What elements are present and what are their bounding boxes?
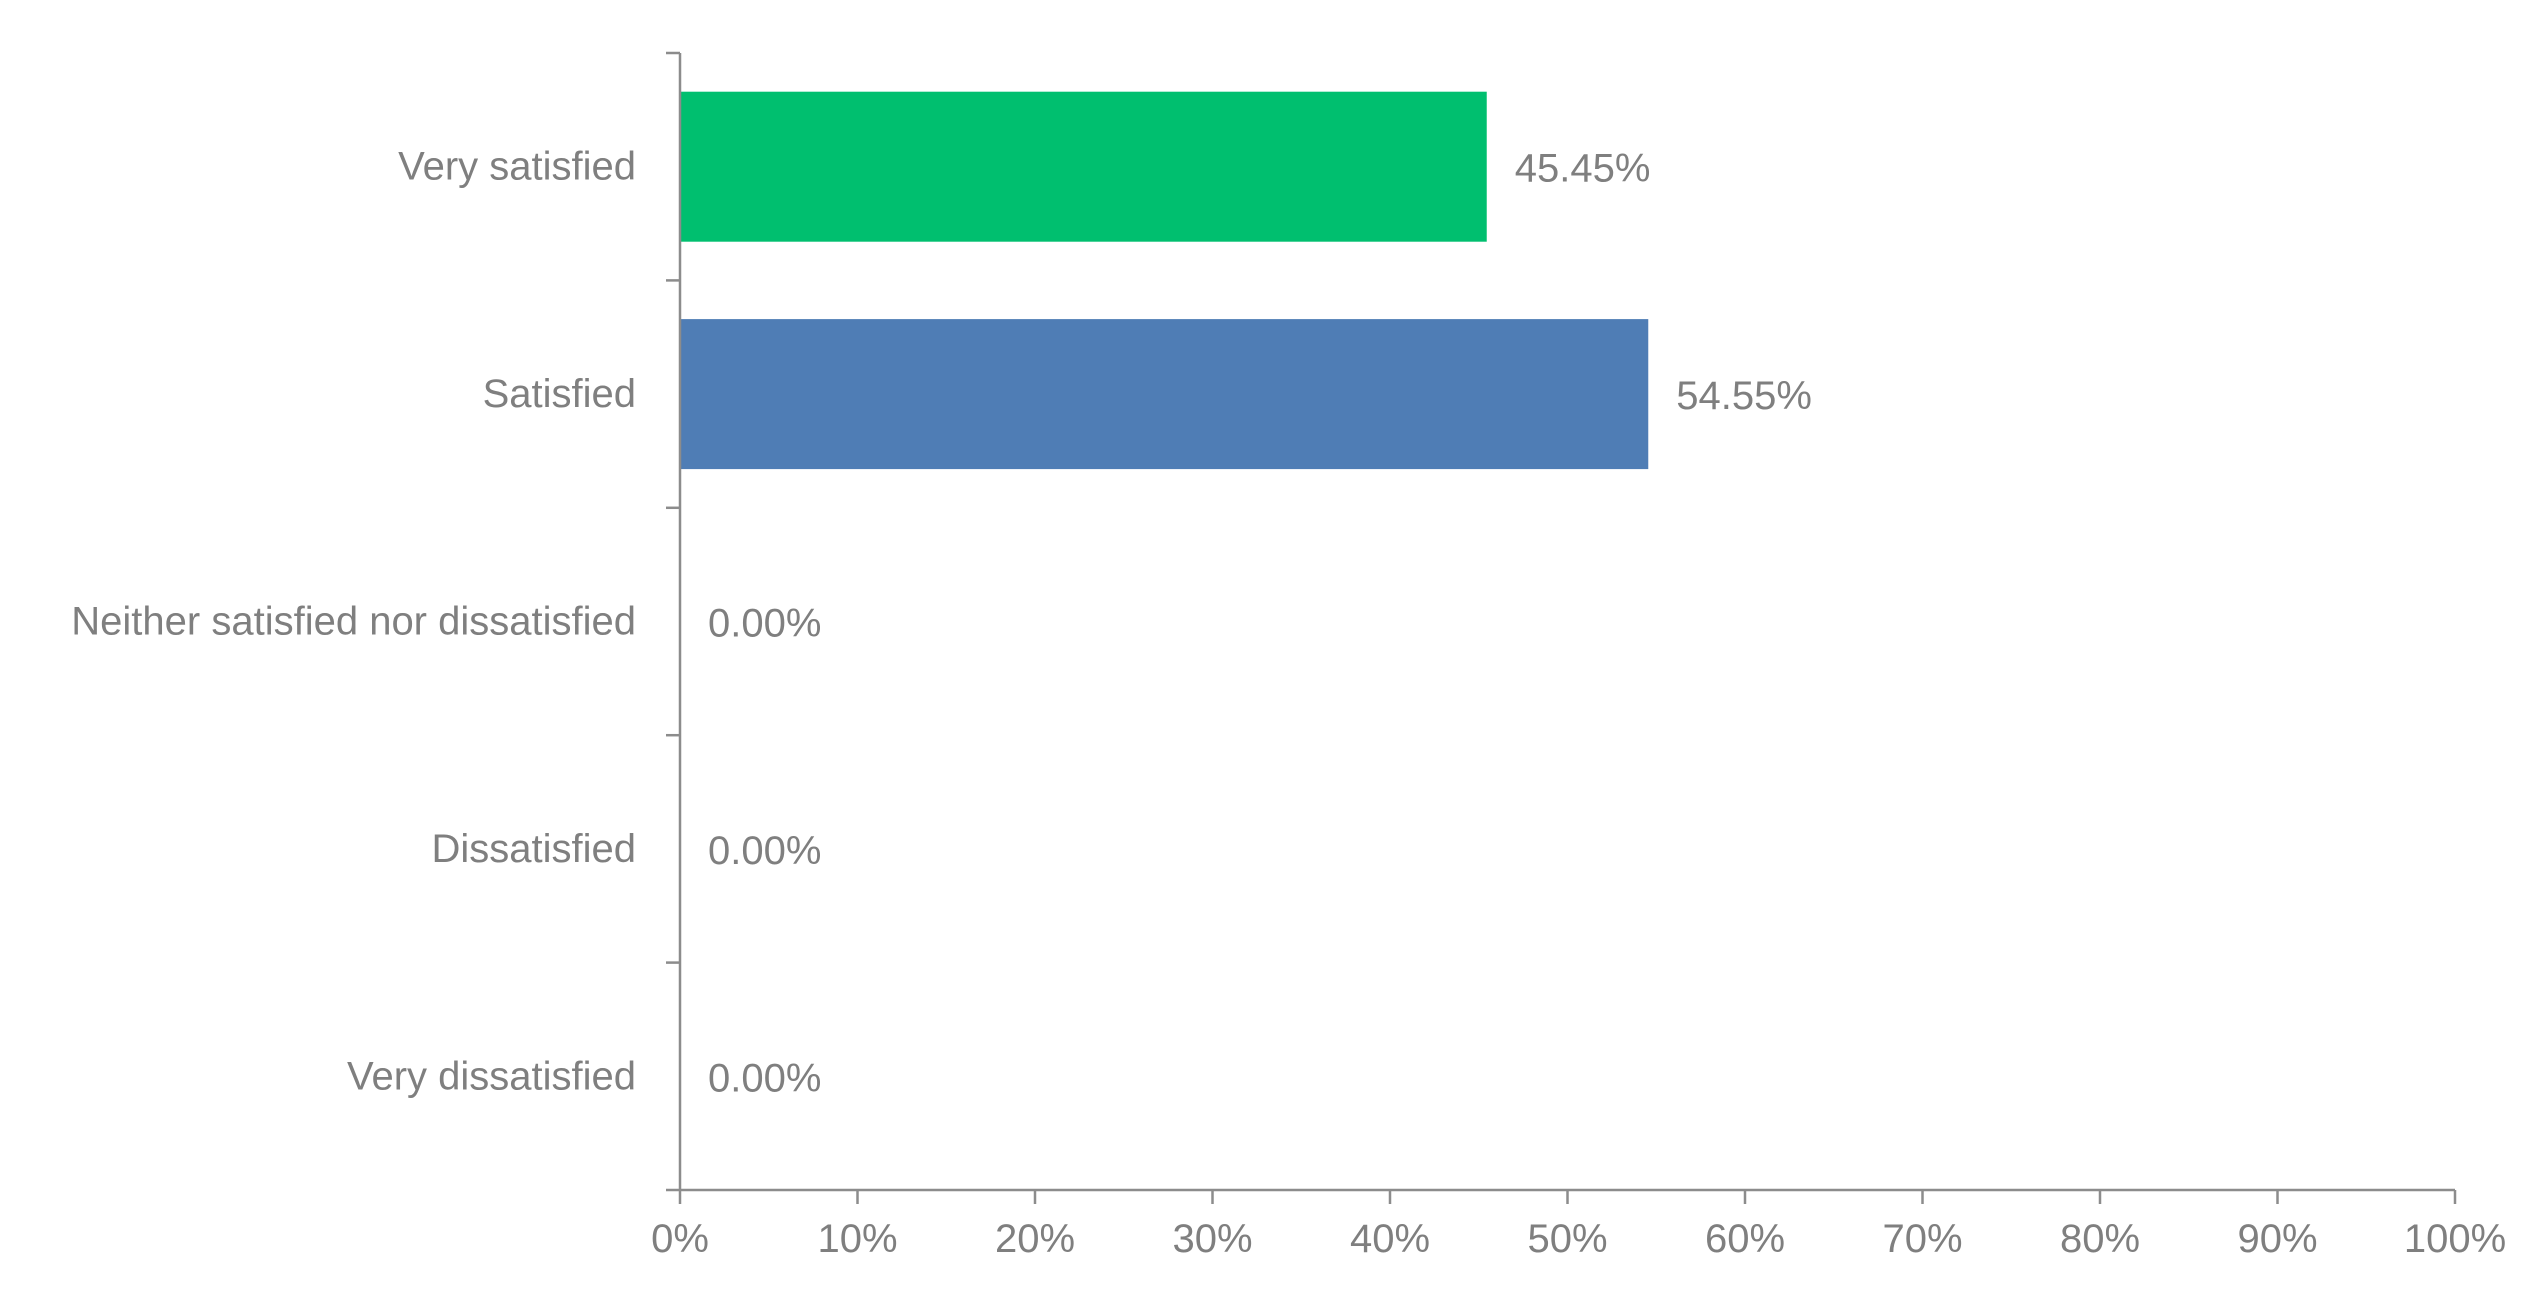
x-tick-label-10: 100%	[2404, 1217, 2506, 1261]
x-tick-label-1: 10%	[817, 1217, 897, 1261]
data-label-4: 0.00%	[708, 1056, 821, 1100]
data-label-3: 0.00%	[708, 829, 821, 873]
bar-1	[680, 319, 1649, 470]
x-tick-label-8: 80%	[2060, 1217, 2140, 1261]
x-tick-label-0: 0%	[651, 1217, 709, 1261]
bar-0	[680, 91, 1487, 242]
category-label-2: Neither satisfied nor dissatisfied	[71, 600, 636, 644]
x-tick-label-9: 90%	[2237, 1217, 2317, 1261]
x-tick-label-4: 40%	[1350, 1217, 1430, 1261]
category-label-0: Very satisfied	[398, 145, 636, 189]
x-tick-label-6: 60%	[1705, 1217, 1785, 1261]
y-axis: Very satisfied Satisfied Neither satisfied…	[71, 51, 682, 1192]
category-label-4: Very dissatisfied	[347, 1054, 636, 1098]
x-tick-label-3: 30%	[1172, 1217, 1252, 1261]
data-label-2: 0.00%	[708, 602, 821, 646]
x-tick-label-5: 50%	[1527, 1217, 1607, 1261]
bars-group	[680, 91, 1649, 470]
category-label-1: Satisfied	[483, 372, 636, 416]
category-label-3: Dissatisfied	[431, 827, 636, 871]
x-tick-label-7: 70%	[1882, 1217, 1962, 1261]
x-axis: 0% 10% 20% 30% 40% 50% 60% 70% 80% 90% 100%	[651, 1188, 2506, 1261]
data-label-0: 45.45%	[1515, 147, 1651, 191]
data-labels-group: 45.45% 54.55% 0.00% 0.00% 0.00%	[708, 147, 1812, 1101]
data-label-1: 54.55%	[1676, 374, 1812, 418]
x-tick-label-2: 20%	[995, 1217, 1075, 1261]
